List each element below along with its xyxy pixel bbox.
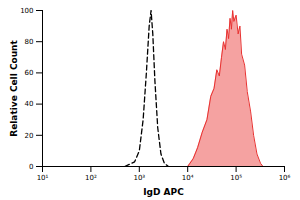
svg-text:10⁵: 10⁵ xyxy=(230,174,242,182)
svg-text:80: 80 xyxy=(25,38,34,46)
svg-text:40: 40 xyxy=(25,100,34,108)
svg-text:100: 100 xyxy=(20,7,33,15)
svg-text:10³: 10³ xyxy=(133,174,145,182)
svg-text:10⁴: 10⁴ xyxy=(182,174,194,182)
svg-text:20: 20 xyxy=(25,132,34,140)
svg-text:10²: 10² xyxy=(85,174,97,182)
svg-text:10⁶: 10⁶ xyxy=(279,174,291,182)
svg-text:Relative Cell Count: Relative Cell Count xyxy=(9,40,19,137)
svg-text:IgD APC: IgD APC xyxy=(143,187,184,197)
svg-text:10¹: 10¹ xyxy=(37,174,49,182)
svg-text:60: 60 xyxy=(25,69,34,77)
svg-text:0: 0 xyxy=(29,163,33,171)
